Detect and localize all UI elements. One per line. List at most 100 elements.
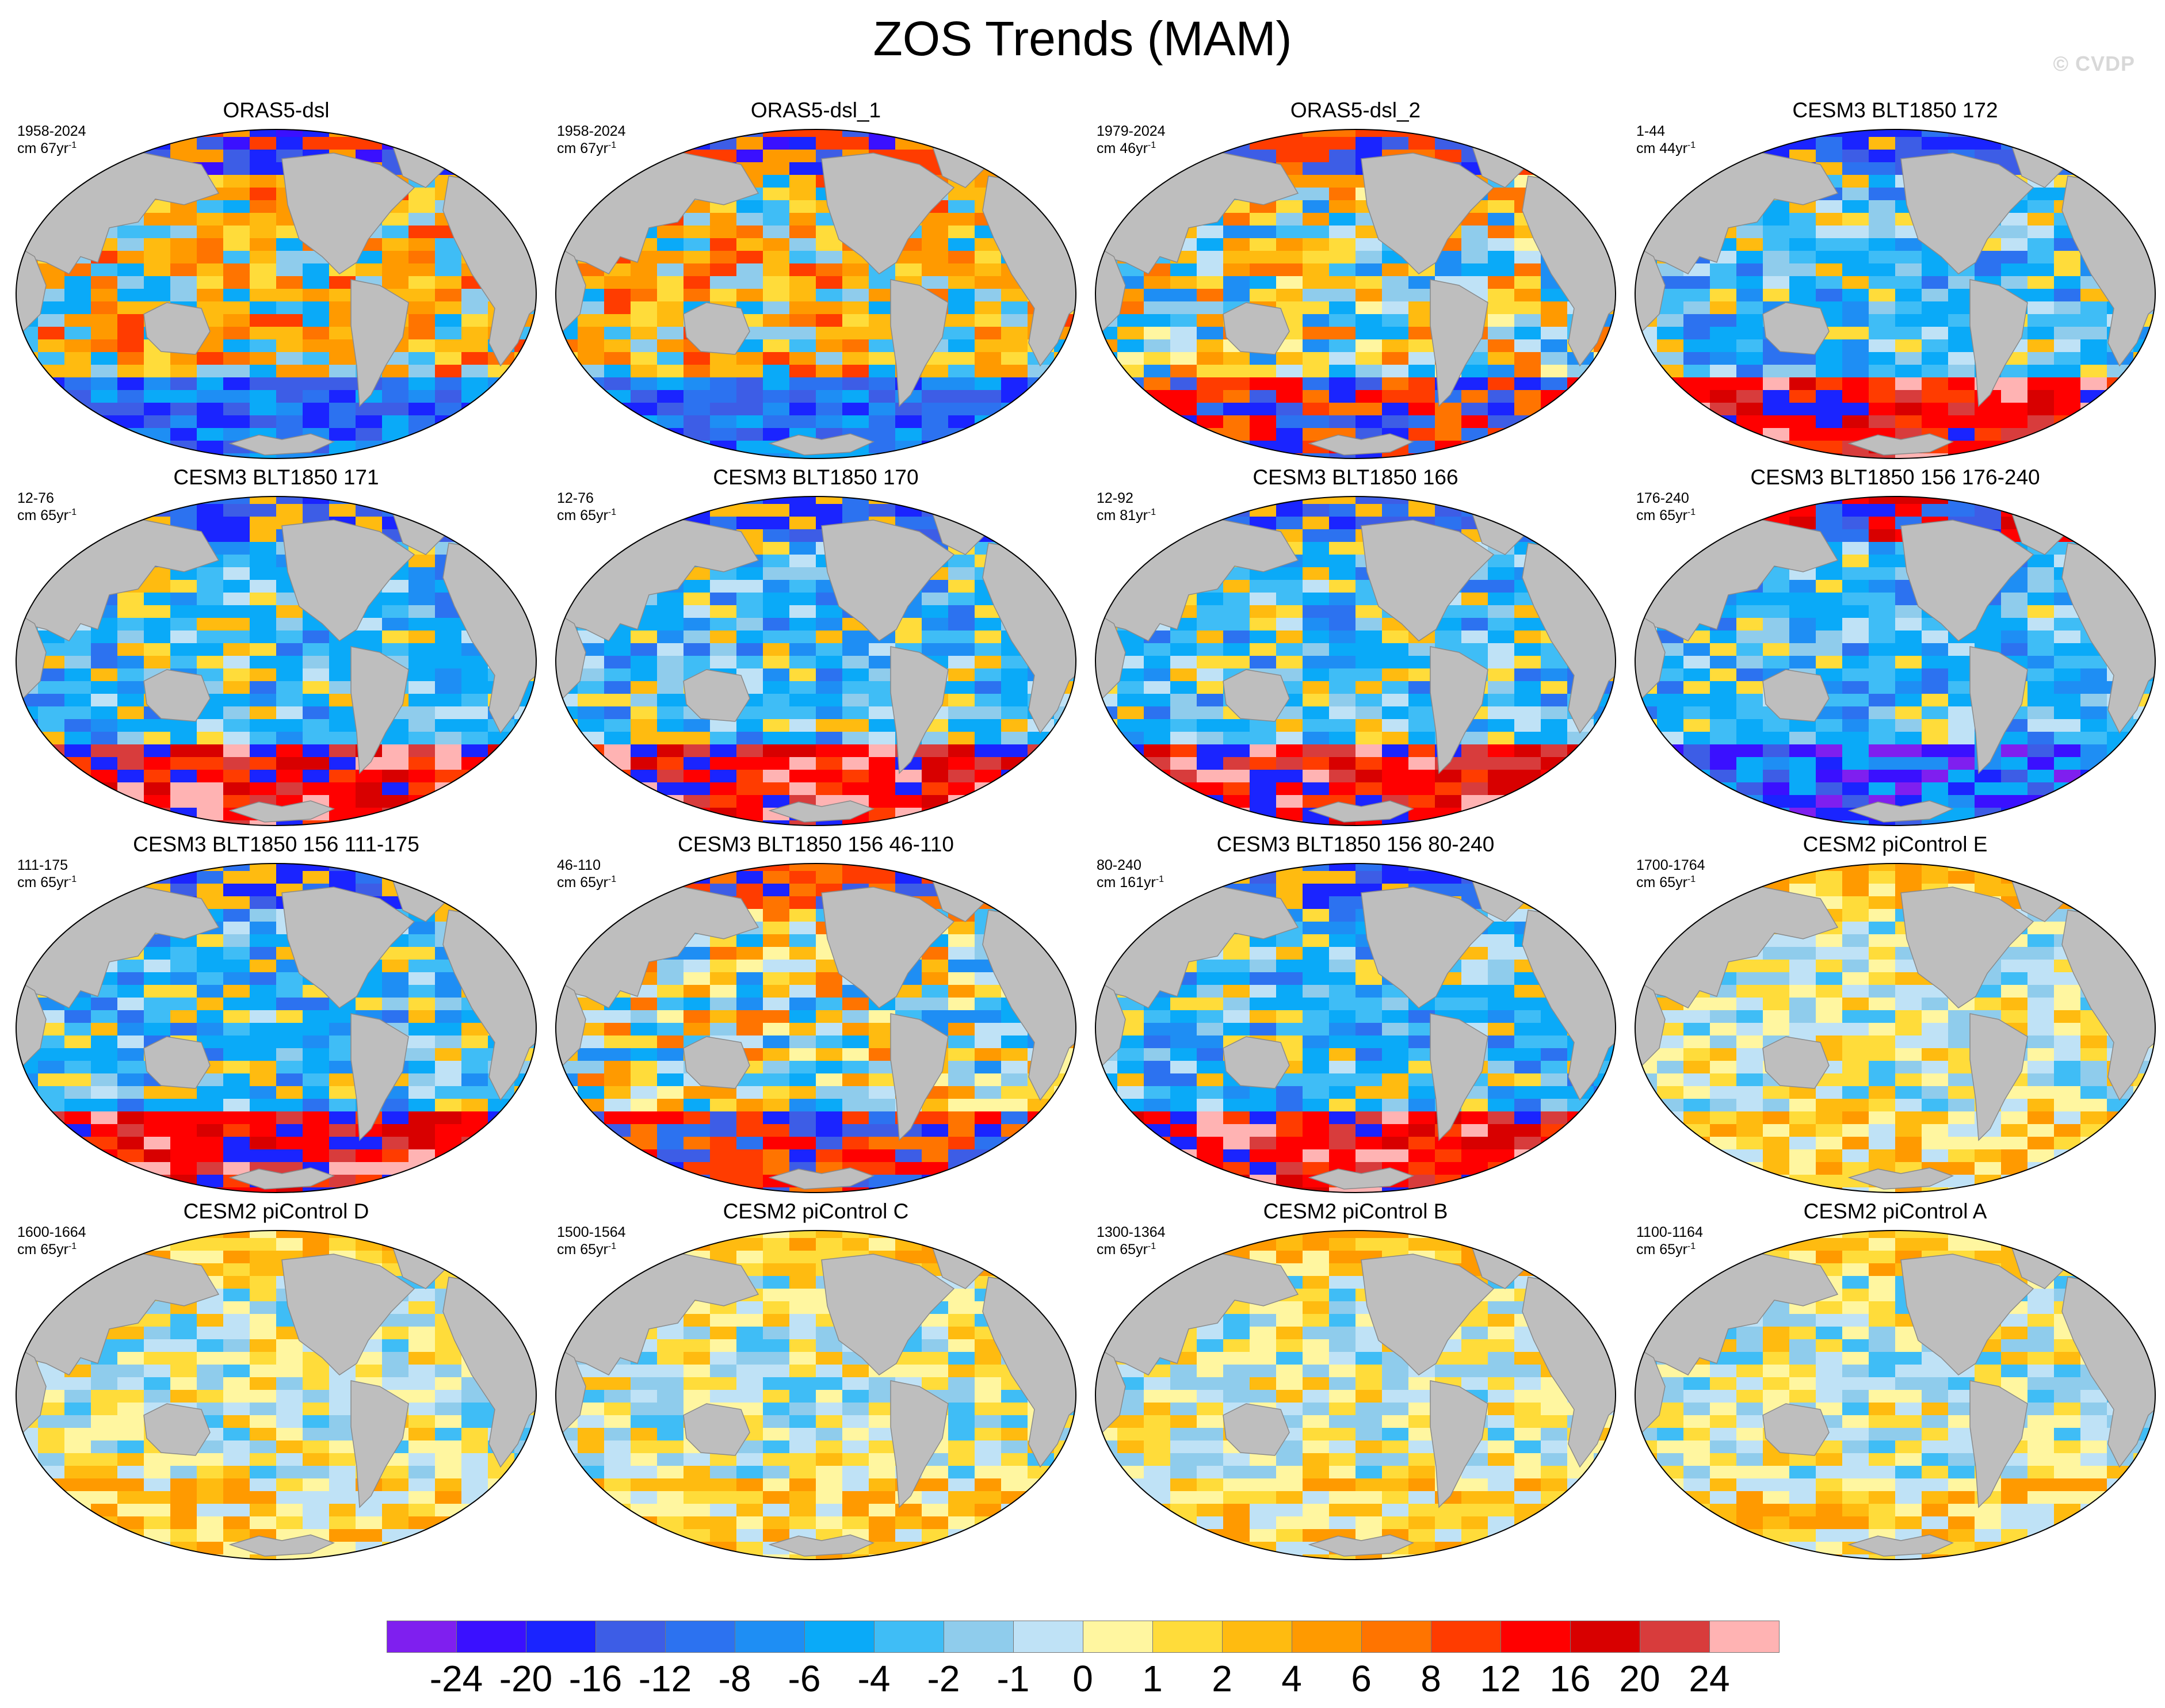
colorbar-swatch [1431,1621,1501,1653]
map-border [555,496,1076,826]
land-south-america [1430,1013,1488,1141]
trend-map [16,1230,537,1560]
map-border [555,129,1076,459]
map-panel: CESM3 BLT1850 172 1-44 cm 44yr-1 [1625,98,2165,466]
land-north-america [281,519,415,641]
land-antarctica [1308,1534,1415,1557]
land-australia [683,1403,750,1456]
map-panel: CESM3 BLT1850 170 12-76 cm 65yr-1 [545,465,1086,833]
map-panel: CESM3 BLT1850 166 12-92 cm 81yr-1 [1085,465,1626,833]
land-north-america [1900,519,2034,641]
land-south-america [350,1380,409,1508]
map-border [1635,496,2156,826]
panel-title: CESM3 BLT1850 172 [1792,98,1998,122]
land-south-america [1969,1380,2028,1508]
panel-title: CESM2 piControl D [183,1199,369,1223]
unit-exponent: -1 [1147,140,1156,150]
trend-map [555,863,1076,1193]
unit-exponent: -1 [1687,874,1696,884]
ocean-field [16,129,536,458]
land-australia [683,1036,750,1089]
colorbar-label: -4 [857,1658,891,1699]
land-north-america [1361,887,1495,1008]
colorbar-swatch [387,1621,457,1653]
panel-period: 46-110 [557,857,601,873]
unit-exponent: -1 [68,140,77,150]
map-border [1095,496,1616,826]
land-south-america [350,1013,409,1141]
watermark: © CVDP [2053,52,2135,75]
colorbar-swatch [1709,1621,1780,1653]
land-africa [1095,238,1126,338]
map-panel: CESM3 BLT1850 156 80-240 80-240 cm 161yr-1 [1085,832,1626,1200]
panel-title: CESM2 piControl A [1803,1199,1987,1223]
panel-unit: cm 161yr-1 [1097,874,1164,891]
panel-title: ORAS5-dsl_1 [750,98,881,122]
colorbar-swatch [735,1621,805,1653]
map-border [555,1230,1076,1560]
land-australia [1762,1403,1830,1456]
ocean-field [556,1231,1076,1560]
land-australia [683,669,750,722]
land-antarctica [1308,1167,1415,1190]
land-africa [1095,1339,1126,1439]
map-border [1095,1230,1616,1560]
map-border [16,863,537,1193]
land-antarctica [1308,433,1415,456]
colorbar-label: -6 [788,1658,821,1699]
land-antarctica [1847,800,1954,823]
land-australia [1762,302,1830,355]
land-australia [143,1403,211,1456]
land-south-america [890,1013,949,1141]
land-africa [1095,972,1126,1072]
colorbar-label: -12 [638,1658,692,1699]
colorbar-swatch [1640,1621,1710,1653]
unit-exponent: -1 [68,507,77,517]
colorbar-label: 4 [1281,1658,1302,1699]
trend-map [1635,129,2156,459]
land-north-america [1900,887,2034,1008]
colorbar-label: 8 [1421,1658,1441,1699]
land-south-america [1430,1380,1488,1508]
trend-map [1095,496,1616,826]
ocean-field [1095,863,1616,1193]
panel-period: 176-240 [1636,490,1689,506]
land-north-america [821,887,955,1008]
map-border [1095,129,1616,459]
ocean-field [556,129,1076,458]
land-africa [1635,1339,1666,1439]
colorbar-swatch [1152,1621,1223,1653]
land-south-america [1430,279,1488,407]
colorbar-swatch [665,1621,735,1653]
land-south-america [890,1380,949,1508]
colorbar-label: 1 [1142,1658,1163,1699]
colorbar-label: 6 [1351,1658,1372,1699]
map-panel: CESM2 piControl B 1300-1364 cm 65yr-1 [1085,1199,1626,1567]
land-antarctica [228,1167,335,1190]
land-north-america [281,1254,415,1375]
ocean-field [16,496,536,826]
ocean-field [1635,496,2155,826]
ocean-field [16,863,536,1193]
land-africa [1635,972,1666,1072]
land-africa [556,605,586,705]
ocean-field [1635,863,2155,1193]
land-north-america [281,152,415,274]
trend-map [1635,863,2156,1193]
land-africa [16,238,47,338]
map-panel: CESM2 piControl E 1700-1764 cm 65yr-1 [1625,832,2165,1200]
colorbar-label: 12 [1480,1658,1521,1699]
unit-exponent: -1 [1147,507,1156,517]
map-border [1095,863,1616,1193]
map-border [1635,863,2156,1193]
unit-exponent: -1 [1687,1241,1696,1251]
panel-unit: cm 65yr-1 [1097,1241,1156,1258]
trend-map [1635,1230,2156,1560]
land-antarctica [1847,1534,1954,1557]
land-north-america [281,887,415,1008]
ocean-field [1095,129,1616,458]
colorbar-label: 2 [1212,1658,1232,1699]
colorbar-label: -16 [568,1658,623,1699]
trend-map [16,863,537,1193]
map-panel: ORAS5-dsl 1958-2024 cm 67yr-1 [6,98,547,466]
